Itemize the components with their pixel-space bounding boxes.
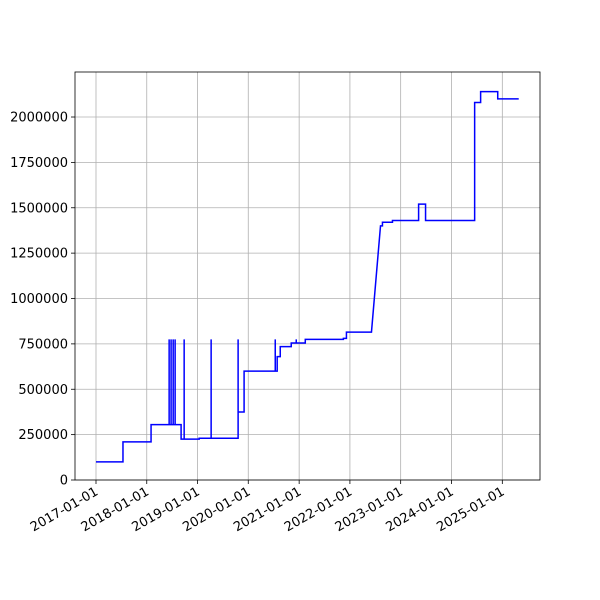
y-tick-label: 1750000	[10, 156, 68, 171]
y-tick-label: 750000	[18, 337, 68, 352]
data-line	[95, 90, 519, 463]
y-tick-label: 2000000	[10, 111, 68, 126]
y-tick-label: 1250000	[10, 247, 68, 262]
y-tick-label: 500000	[18, 383, 68, 398]
y-tick-label: 1500000	[10, 201, 68, 216]
plot-frame	[74, 71, 541, 481]
y-tick-label: 0	[60, 474, 68, 489]
y-tick-label: 1000000	[10, 292, 68, 307]
y-tick-label: 250000	[18, 428, 68, 443]
